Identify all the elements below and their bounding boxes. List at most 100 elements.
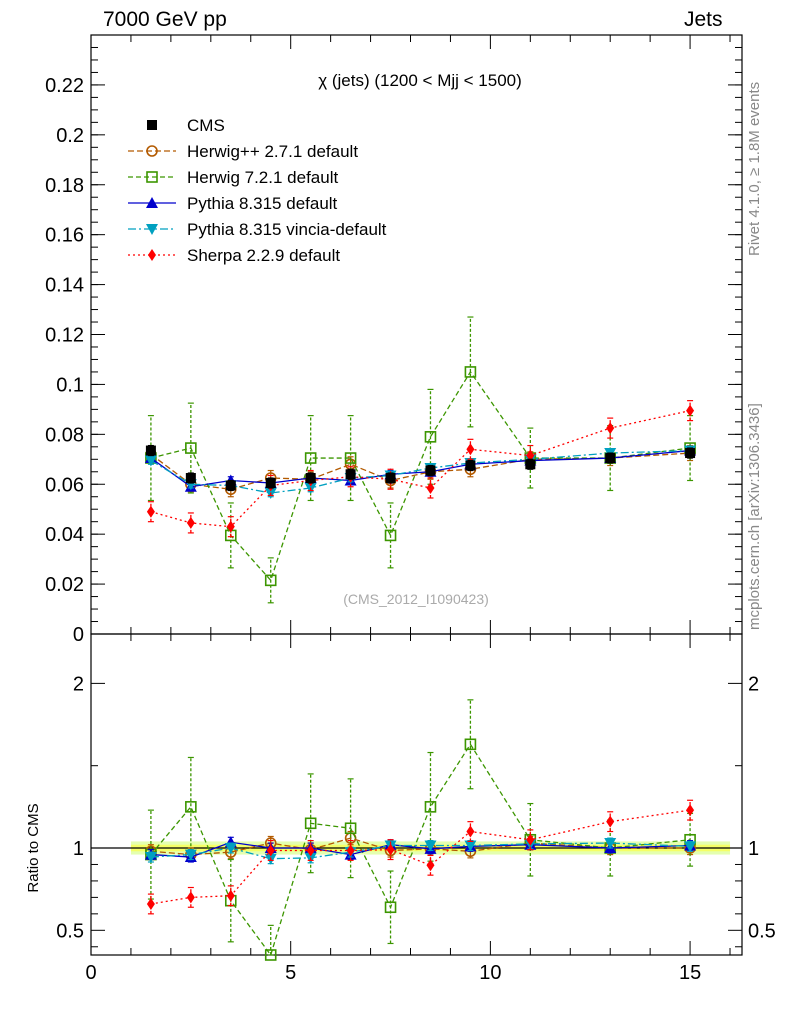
main-point: [226, 520, 235, 533]
legend-marker: [148, 249, 156, 261]
legend-marker: [146, 171, 158, 183]
main-point: [525, 459, 536, 470]
main-series-group: [144, 316, 697, 604]
ratio-ylabel: Ratio to CMS: [25, 803, 42, 892]
main-watermark: (CMS_2012_I1090423): [343, 591, 489, 607]
main-series-line: [150, 452, 691, 490]
main-title: χ (jets) (1200 < Mjj < 1500): [318, 71, 522, 90]
legend-label: Herwig 7.2.1 default: [187, 168, 338, 187]
ratio-series-line: [150, 842, 691, 860]
ratio-point: [344, 822, 357, 835]
ratio-point: [426, 859, 435, 872]
ratio-point: [186, 891, 195, 904]
ratio-point: [266, 844, 275, 857]
main-ytick-label: 0: [73, 624, 84, 646]
main-point: [144, 455, 157, 467]
ratio-xtick-label: 5: [285, 962, 296, 984]
main-point: [345, 469, 356, 480]
main-series-line: [150, 370, 691, 582]
main-ytick-label: 0.2: [56, 125, 84, 147]
ratio-series-2: [145, 699, 696, 961]
main-point: [424, 431, 437, 443]
legend-label: Herwig++ 2.7.1 default: [187, 142, 358, 161]
ratio-point: [424, 840, 437, 852]
main-ytick-label: 0.14: [45, 275, 84, 297]
legend-marker: [146, 224, 158, 235]
ratio-point: [464, 840, 477, 852]
ratio-point: [224, 843, 237, 854]
main-point: [466, 443, 475, 456]
ratio-point: [146, 897, 155, 910]
ratio-point: [386, 843, 395, 856]
ratio-point: [384, 901, 397, 914]
main-point: [605, 453, 616, 464]
legend-label: Sherpa 2.2.9 default: [187, 246, 340, 265]
ratio-point: [184, 849, 197, 861]
ratio-point: [424, 801, 437, 813]
ratio-point: [144, 852, 157, 864]
ratio-point: [464, 738, 477, 751]
ratio-point: [684, 841, 697, 853]
ratio-point: [304, 817, 317, 830]
legend: CMS Herwig++ 2.7.1 default Herwig 7.2.1 de…: [128, 116, 387, 265]
ratio-series-group: [144, 699, 697, 961]
ratio-xtick-label: 15: [679, 962, 701, 984]
ratio-point: [466, 825, 475, 838]
main-ytick-label: 0.08: [45, 424, 84, 446]
main-point: [526, 449, 535, 462]
main-point: [225, 480, 236, 491]
main-ytick-label: 0.06: [45, 474, 84, 496]
main-ytick-label: 0.22: [45, 75, 84, 97]
ratio-point: [306, 844, 315, 857]
main-point: [264, 574, 277, 587]
ratio-series-line: [150, 743, 691, 957]
legend-marker: [147, 120, 157, 130]
main-ytick-label: 0.16: [45, 225, 84, 247]
main-point: [304, 452, 317, 464]
main-series-0: [145, 444, 696, 492]
main-series-line: [150, 449, 691, 494]
ratio-ytick-label-right: 2: [748, 673, 759, 695]
header-left: 7000 GeV pp: [103, 8, 227, 31]
main-point: [384, 529, 397, 542]
main-point: [185, 473, 196, 484]
main-ytick-label: 0.04: [45, 524, 84, 546]
ratio-xtick-label: 10: [479, 962, 501, 984]
ratio-ytick-label: 1: [73, 838, 84, 860]
main-point: [186, 516, 195, 529]
ratio-series-5: [146, 799, 695, 915]
main-point: [426, 481, 435, 494]
main-point: [464, 366, 477, 378]
ratio-series-line: [150, 809, 691, 905]
ratio-frame: [90, 633, 743, 956]
main-ytick-label: 0.02: [45, 574, 84, 596]
ratio-xtick-label: 0: [85, 962, 96, 984]
ratio-point: [346, 844, 355, 857]
main-series-line: [150, 409, 691, 528]
main-point: [425, 465, 436, 476]
ratio-point: [226, 889, 235, 902]
main-point: [146, 505, 155, 518]
main-series-5: [146, 400, 695, 538]
main-point: [344, 452, 357, 464]
ratio-point: [606, 815, 615, 828]
main-ytick-label: 0.1: [56, 374, 84, 396]
legend-label: Pythia 8.315 vincia-default: [187, 220, 387, 239]
ratio-ytick-label-right: 1: [748, 838, 759, 860]
ratio-point: [526, 833, 535, 846]
ratio-point: [264, 949, 277, 961]
ratio-point: [604, 838, 617, 850]
main-point: [686, 404, 695, 417]
main-point: [265, 478, 276, 489]
ratio-ytick-label: 0.5: [56, 920, 84, 942]
main-point: [385, 473, 396, 484]
ratio-point: [185, 801, 197, 813]
main-point: [145, 445, 156, 456]
main-ytick-label: 0.12: [45, 325, 84, 347]
legend-label: CMS: [187, 116, 225, 135]
legend-label: Pythia 8.315 default: [187, 194, 338, 213]
main-point: [465, 460, 476, 471]
main-point: [305, 473, 316, 484]
legend-marker: [146, 197, 158, 208]
